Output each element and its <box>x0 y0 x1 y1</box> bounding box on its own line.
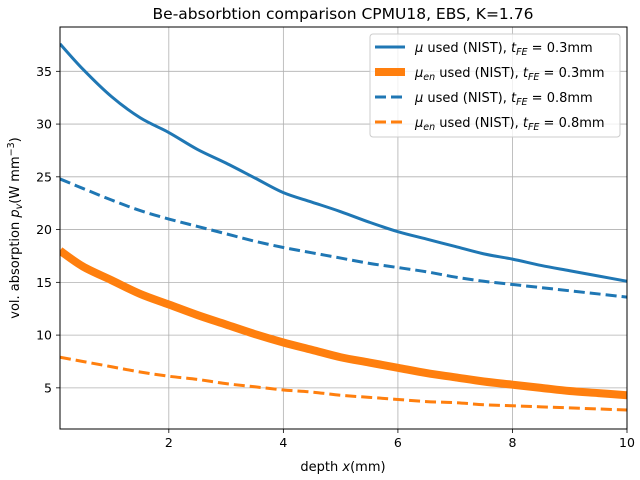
y-tick-label: 25 <box>36 169 52 184</box>
legend-label-4: μen used (NIST), tFE = 0.8mm <box>414 116 605 133</box>
x-tick-label: 8 <box>508 435 516 450</box>
y-tick-label: 20 <box>36 222 52 237</box>
y-axis-label-main: vol. absorption <box>8 218 23 319</box>
legend-label-part: used (NIST), <box>423 91 511 106</box>
x-tick-label: 2 <box>165 435 173 450</box>
y-tick-label: 10 <box>36 328 52 343</box>
series-line-4 <box>60 355 627 412</box>
y-axis-label-sub: v <box>14 203 25 209</box>
series-layer <box>60 42 627 412</box>
y-axis-label-var: p <box>8 209 23 218</box>
y-tick-label: 5 <box>44 380 52 395</box>
legend-label-part: FE <box>516 47 527 58</box>
chart-title: Be-absorbtion comparison CPMU18, EBS, K=… <box>153 5 534 23</box>
plot-frame <box>59 26 628 430</box>
legend-label-part: en <box>423 72 435 83</box>
legend-label-3: μ used (NIST), tFE = 0.8mm <box>414 91 593 108</box>
legend-label-1: μ used (NIST), tFE = 0.3mm <box>414 41 593 58</box>
x-tick-label: 6 <box>394 435 402 450</box>
legend-label-part: μ <box>414 91 423 106</box>
legend-label-part: FE <box>528 72 539 83</box>
legend-label-part: = 0.8mm <box>539 116 604 131</box>
y-axis-label: vol. absorption pv(W mm−3) <box>6 137 25 318</box>
legend-label-part: t <box>523 116 529 131</box>
legend-label-part: = 0.3mm <box>528 41 593 56</box>
series-line-3 <box>60 177 627 299</box>
legend-label-part: μ <box>414 66 423 81</box>
series-line-1 <box>60 42 627 283</box>
legend-label-part: t <box>511 41 517 56</box>
legend-label-part: used (NIST), <box>435 66 523 81</box>
legend-label-2: μen used (NIST), tFE = 0.3mm <box>414 66 605 83</box>
legend-label-part: = 0.3mm <box>539 66 604 81</box>
y-tick-label: 15 <box>36 275 52 290</box>
y-axis-label-unit-exp: −3 <box>6 142 17 156</box>
x-axis-label-unit: (mm) <box>350 460 385 475</box>
x-tick-label: 10 <box>619 435 635 450</box>
legend-label-part: en <box>423 122 435 133</box>
legend-label-part: μ <box>414 41 423 56</box>
x-axis-label-var: x <box>341 460 350 475</box>
y-axis-label-unit-close: ) <box>8 137 23 142</box>
legend-label-part: t <box>523 66 529 81</box>
legend-label-part: FE <box>528 122 539 133</box>
y-axis-ticks: 5 10 15 20 25 30 35 <box>36 64 60 395</box>
legend-frame <box>369 33 621 138</box>
x-axis-ticks: 2 4 6 8 10 <box>165 429 635 450</box>
legend-label-part: used (NIST), <box>423 41 511 56</box>
legend-label-part: t <box>511 91 517 106</box>
y-tick-label: 30 <box>36 117 52 132</box>
y-tick-label: 35 <box>36 64 52 79</box>
x-axis-label-main: depth <box>300 460 342 475</box>
x-axis-label: depth x(mm) <box>300 460 385 475</box>
legend-label-part: FE <box>516 97 527 108</box>
series-line-2 <box>60 247 627 400</box>
y-axis-label-unit-open: (W mm <box>8 156 23 203</box>
legend-label-part: μ <box>414 116 423 131</box>
x-tick-label: 4 <box>279 435 287 450</box>
legend-label-part: used (NIST), <box>435 116 523 131</box>
legend-label-part: = 0.8mm <box>528 91 593 106</box>
